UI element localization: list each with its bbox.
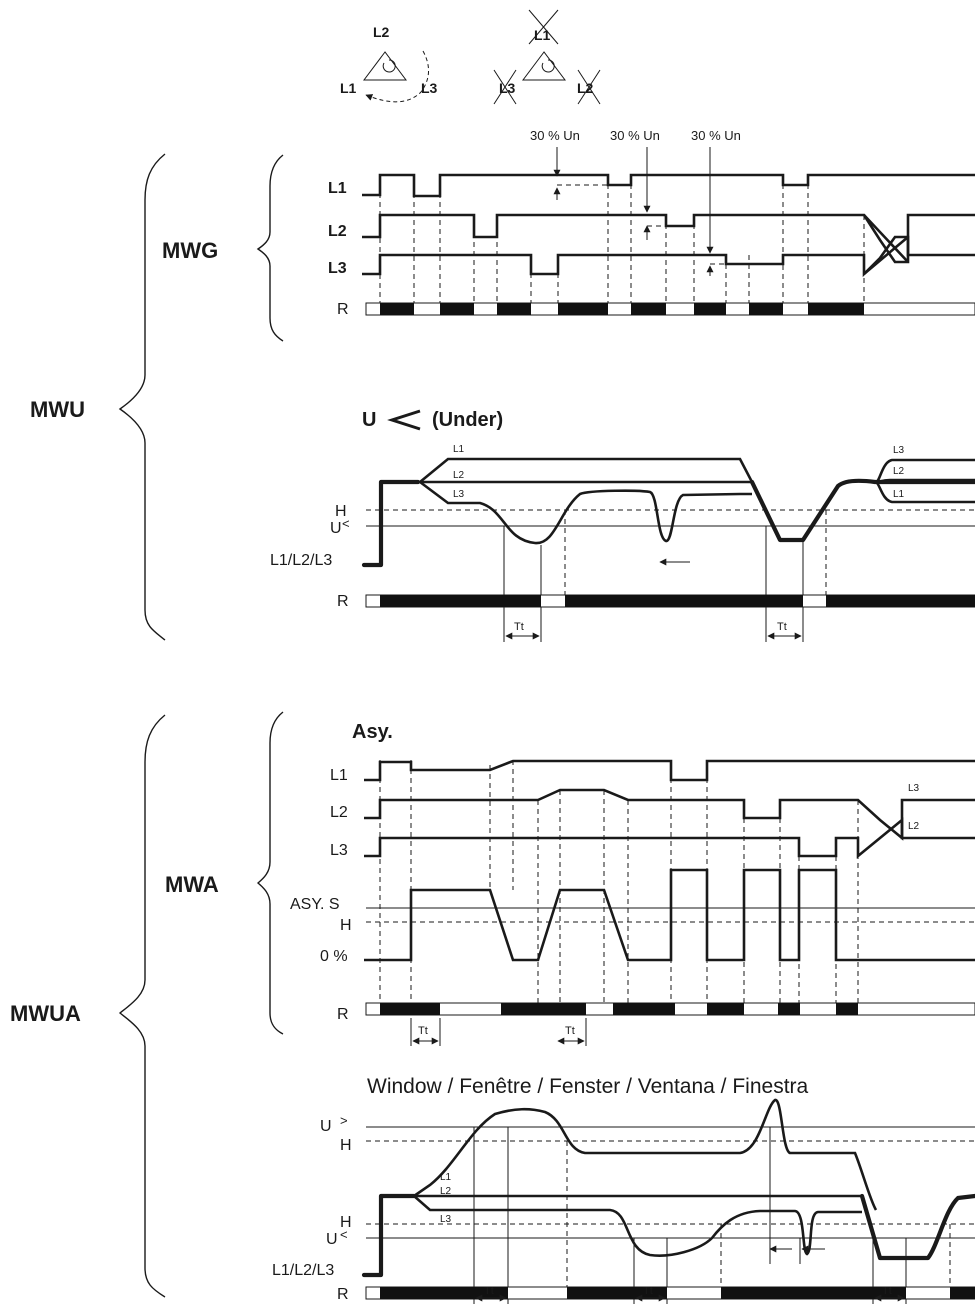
group-label-mwa: MWA [165,872,219,897]
asymmetry-signal [364,868,975,962]
window-title: Window / Fenêtre / Fenster / Ventana / F… [367,1075,809,1098]
cross-mark [528,9,559,45]
under-section: U (Under) H U < L1/L2/L3 R L1 L2 L3 L3 L… [270,409,975,642]
curve-label-l1: L1 [440,1172,452,1183]
tt-label: Tt [418,1025,428,1037]
relay-label: R [337,301,349,318]
window-section: Window / Fenêtre / Fenster / Ventana / F… [272,1075,975,1304]
signal-l1 [362,173,975,198]
curve-label-l2: L2 [453,470,465,481]
signal-label-l1: L1 [330,767,348,784]
threshold-label: 30 % Un [610,128,660,143]
under-curve-l3 [419,480,752,545]
base-label: L1/L2/L3 [272,1262,334,1279]
phase-label-left: L1 [340,80,357,96]
base-label: L1/L2/L3 [270,552,332,569]
relay-label: R [337,593,349,610]
asy-section: Asy. L1 L2 L3 ASY. S H 0 % R L3 L2 [290,721,975,1046]
cross-label-l2: L2 [908,821,920,832]
mwg-section: 30 % Un 30 % Un 30 % Un L1 L2 L3 R [328,128,975,318]
asy-title: Asy. [352,721,393,743]
brace-mwa: MWA [165,711,284,1035]
window-curve-l3 [413,1195,862,1257]
phase-rotation-missing: L1 L3 L2 [493,9,601,105]
h-label: H [335,503,347,520]
curve-label-l1-right: L1 [893,489,905,500]
relay-label: R [337,1286,349,1303]
curve-label-l1: L1 [453,444,465,455]
signal-label-l3: L3 [330,842,348,859]
brace-mwua: MWUA [10,714,166,1298]
signal-l3 [362,235,975,278]
relay-bar-window [365,1286,975,1300]
under-title-suffix: (Under) [432,409,503,431]
signal-label-l2: L2 [330,804,348,821]
brace-mwg: MWG [162,154,284,342]
cross-label-l3: L3 [908,783,920,794]
signal-label-l2: L2 [328,223,347,240]
phase-label-right: L3 [421,80,438,96]
phase-label-right: L2 [577,80,594,96]
phase-label-top: L2 [373,24,390,40]
curve-label-l3: L3 [440,1214,452,1225]
signal-label-l1: L1 [328,180,347,197]
signal-l3 [364,817,975,859]
group-label-mwu: MWU [30,397,85,422]
tt-label: Tt [514,621,524,633]
tt-label: Tt [643,1285,653,1297]
crossing [863,214,909,275]
curve-label-l2: L2 [440,1186,452,1197]
relay-label: R [337,1006,349,1023]
threshold-label: 30 % Un [691,128,741,143]
curve-label-l3-right: L3 [893,445,905,456]
brace-mwu: MWU [30,153,166,641]
zero-label: 0 % [320,948,348,965]
asy-s-label: ASY. S [290,896,340,913]
less-than-symbol [387,409,421,431]
transition-lines [379,175,865,305]
group-label-mwua: MWUA [10,1001,81,1026]
signal-l2 [364,788,975,841]
relay-bar-under [365,594,975,608]
tt-label: Tt [882,1285,892,1297]
tt-label: Tt [777,621,787,633]
greater-than-symbol: > [340,1113,348,1128]
less-than-symbol: < [340,1227,348,1242]
h-label: H [340,917,352,934]
phase-rotation-correct: L2 L1 L3 [340,24,438,103]
h-label-top: H [340,1137,352,1154]
relay-bar-asy [365,1002,975,1016]
curve-label-l3: L3 [453,489,465,500]
under-split-right [875,458,975,504]
h-label-bottom: H [340,1214,352,1231]
relay-bar-mwg [365,302,975,316]
u-less-symbol: < [342,516,350,531]
u-under-label: U [326,1231,338,1248]
u-over-label: U [320,1118,332,1135]
window-curve-combined [361,1193,975,1278]
threshold-label: 30 % Un [530,128,580,143]
cross-mark [493,69,517,105]
u-label: U [330,520,342,537]
under-title-u: U [362,409,376,431]
tt-label: Tt [484,1285,494,1297]
curve-label-l2-right: L2 [893,466,905,477]
cross-mark [577,69,601,105]
group-label-mwg: MWG [162,238,218,263]
under-curve-l1 [419,457,754,484]
signal-l1 [364,759,975,782]
under-curve-combined [361,478,975,568]
window-curve-l1 [413,1098,878,1211]
signal-label-l3: L3 [328,260,347,277]
tt-label: Tt [565,1025,575,1037]
